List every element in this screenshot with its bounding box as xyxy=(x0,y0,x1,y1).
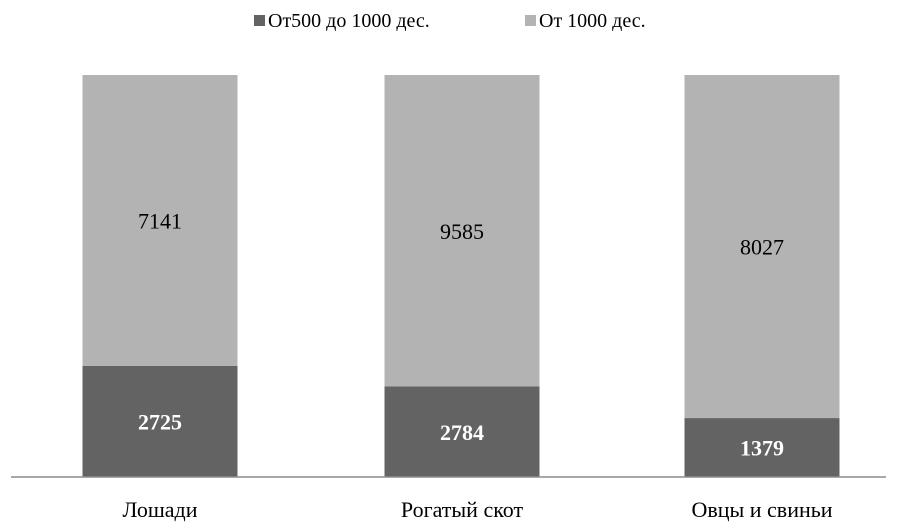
bar-lower-0 xyxy=(82,365,238,477)
bar-lower-1 xyxy=(384,386,540,477)
data-label-upper-2: 8027 xyxy=(740,235,784,260)
bar-lower-2 xyxy=(684,418,840,477)
legend-swatch-1 xyxy=(525,15,536,26)
x-axis-labels: Лошади Рогатый скот Овцы и свиньи xyxy=(122,497,832,522)
legend-label-0: От500 до 1000 дес. xyxy=(268,10,430,32)
legend-label-1: От 1000 дес. xyxy=(539,10,646,32)
x-tick-label-0: Лошади xyxy=(122,497,197,522)
bar-upper-1 xyxy=(384,75,540,387)
data-label-lower-0: 2725 xyxy=(138,409,182,434)
data-label-lower-2: 1379 xyxy=(740,436,784,461)
bar-upper-2 xyxy=(684,75,840,419)
legend: От500 до 1000 дес. От 1000 дес. xyxy=(254,10,646,32)
x-tick-label-2: Овцы и свиньи xyxy=(691,497,832,522)
data-label-upper-1: 9585 xyxy=(440,219,484,244)
data-label-lower-1: 2784 xyxy=(440,420,484,445)
x-tick-label-1: Рогатый скот xyxy=(401,497,524,522)
legend-swatch-0 xyxy=(254,15,265,26)
bar-upper-0 xyxy=(82,75,238,366)
bars: 2725 7141 2784 9585 1379 8027 xyxy=(82,75,840,477)
data-label-upper-0: 7141 xyxy=(138,208,182,233)
